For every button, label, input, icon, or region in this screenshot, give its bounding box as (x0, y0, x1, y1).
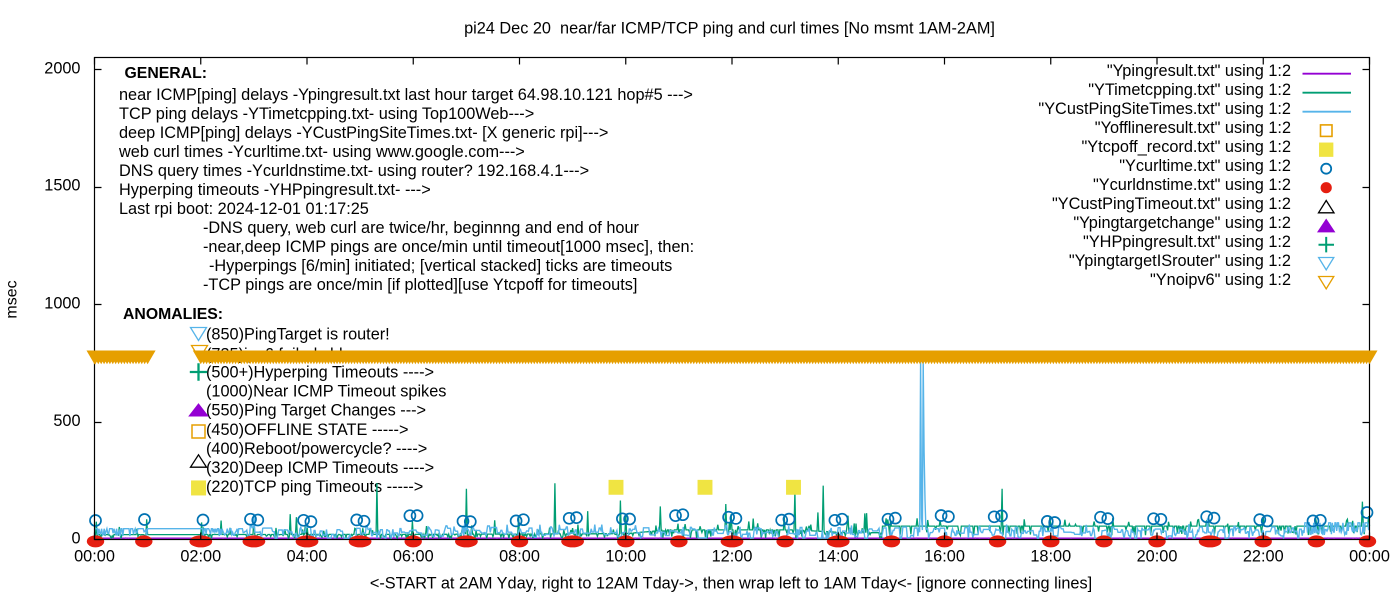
svg-text:"Ycurltime.txt" using 1:2: "Ycurltime.txt" using 1:2 (1119, 157, 1291, 175)
svg-text:14:00: 14:00 (818, 548, 859, 566)
svg-text:00:00: 00:00 (1349, 548, 1390, 566)
svg-text:-TCP pings are once/min [if pl: -TCP pings are once/min [if plotted][use… (203, 276, 637, 294)
svg-text:1000: 1000 (44, 294, 80, 312)
svg-text:-Hyperpings [6/min] initiated;: -Hyperpings [6/min] initiated; [vertical… (209, 257, 672, 275)
svg-text:22:00: 22:00 (1243, 548, 1284, 566)
svg-text:GENERAL:: GENERAL: (125, 65, 208, 82)
svg-text:"YCustPingTimeout.txt" using 1: "YCustPingTimeout.txt" using 1:2 (1052, 195, 1291, 213)
svg-text:pi24 Dec 20 near/far ICMP/TCP: pi24 Dec 20 near/far ICMP/TCP ping and c… (464, 20, 995, 38)
svg-text:18:00: 18:00 (1030, 548, 1071, 566)
svg-text:(320)Deep ICMP Timeouts ---->: (320)Deep ICMP Timeouts ----> (206, 459, 434, 477)
svg-text:(400)Reboot/powercycle? ---->: (400)Reboot/powercycle? ----> (206, 440, 427, 458)
svg-text:"Ypingtargetchange" using 1:2: "Ypingtargetchange" using 1:2 (1073, 214, 1291, 232)
svg-text:deep ICMP[ping] delays -YCustP: deep ICMP[ping] delays -YCustPingSiteTim… (119, 124, 608, 142)
svg-text:"YpingtargetISrouter" using 1:: "YpingtargetISrouter" using 1:2 (1069, 252, 1291, 270)
svg-text:"Ytcpoff_record.txt" using 1:2: "Ytcpoff_record.txt" using 1:2 (1082, 138, 1291, 156)
svg-text:"YCustPingSiteTimes.txt" using: "YCustPingSiteTimes.txt" using 1:2 (1038, 100, 1291, 118)
svg-text:10:00: 10:00 (605, 548, 646, 566)
svg-text:02:00: 02:00 (180, 548, 221, 566)
svg-text:12:00: 12:00 (712, 548, 753, 566)
svg-text:TCP ping delays -YTimetcpping.: TCP ping delays -YTimetcpping.txt- using… (119, 105, 534, 123)
svg-text:Hyperping timeouts -YHPpingres: Hyperping timeouts -YHPpingresult.txt- -… (119, 181, 431, 199)
svg-text:00:00: 00:00 (74, 548, 115, 566)
svg-text:-near,deep ICMP pings are once: -near,deep ICMP pings are once/min until… (203, 238, 694, 256)
svg-text:1500: 1500 (44, 177, 80, 195)
svg-text:msec: msec (4, 280, 21, 318)
svg-text:"YTimetcpping.txt" using 1:2: "YTimetcpping.txt" using 1:2 (1088, 81, 1291, 99)
svg-text:06:00: 06:00 (393, 548, 434, 566)
svg-text:"Ynoipv6" using 1:2: "Ynoipv6" using 1:2 (1150, 271, 1291, 289)
svg-text:500: 500 (53, 412, 80, 430)
svg-text:DNS query times -Ycurldnstime.: DNS query times -Ycurldnstime.txt- using… (119, 162, 589, 180)
svg-text:0: 0 (71, 530, 80, 548)
svg-text:-DNS query, web curl are twice: -DNS query, web curl are twice/hr, begin… (203, 219, 639, 237)
svg-text:Last rpi boot: 2024-12-01 01:1: Last rpi boot: 2024-12-01 01:17:25 (119, 200, 369, 218)
svg-text:20:00: 20:00 (1137, 548, 1178, 566)
svg-text:2000: 2000 (44, 59, 80, 77)
svg-text:16:00: 16:00 (924, 548, 965, 566)
svg-text:(220)TCP ping Timeouts ----->: (220)TCP ping Timeouts -----> (206, 478, 423, 496)
svg-text:(1000)Near ICMP Timeout spikes: (1000)Near ICMP Timeout spikes (206, 383, 446, 401)
svg-text:"YHPpingresult.txt" using 1:2: "YHPpingresult.txt" using 1:2 (1083, 233, 1291, 251)
svg-text:(450)OFFLINE STATE ----->: (450)OFFLINE STATE -----> (206, 421, 408, 439)
svg-text:ANOMALIES:: ANOMALIES: (123, 306, 223, 323)
svg-text:"Ypingresult.txt" using 1:2: "Ypingresult.txt" using 1:2 (1107, 62, 1291, 80)
svg-text:"Yofflineresult.txt" using 1:2: "Yofflineresult.txt" using 1:2 (1095, 119, 1291, 137)
svg-text:"Ycurldnstime.txt" using 1:2: "Ycurldnstime.txt" using 1:2 (1093, 176, 1291, 194)
svg-text:near ICMP[ping] delays -Ypingr: near ICMP[ping] delays -Ypingresult.txt … (119, 86, 693, 104)
svg-text:(850)PingTarget is router!: (850)PingTarget is router! (206, 325, 390, 343)
svg-text:04:00: 04:00 (287, 548, 328, 566)
svg-text:(500+)Hyperping Timeouts ---->: (500+)Hyperping Timeouts ----> (206, 364, 434, 382)
svg-text:web curl times -Ycurltime.txt-: web curl times -Ycurltime.txt- using www… (118, 143, 525, 161)
svg-text:08:00: 08:00 (499, 548, 540, 566)
svg-text:(550)Ping Target Changes --->: (550)Ping Target Changes ---> (206, 402, 426, 420)
svg-text:<-START at 2AM Yday, right to: <-START at 2AM Yday, right to 12AM Tday-… (370, 575, 1092, 593)
